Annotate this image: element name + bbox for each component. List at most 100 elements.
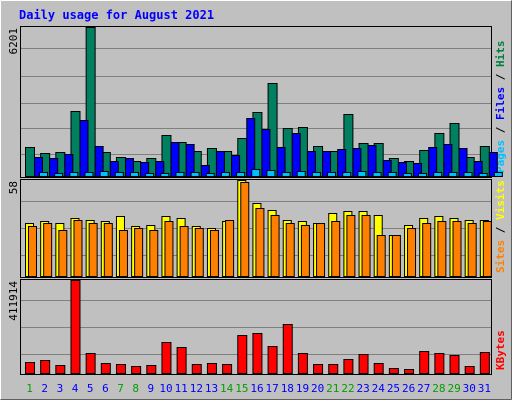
bar-pages-13 xyxy=(220,172,230,177)
bar-sites-16 xyxy=(255,208,265,277)
panel-legend: KBytes xyxy=(494,330,507,370)
day-label-14: 14 xyxy=(220,382,234,395)
bar-files-9 xyxy=(155,161,165,177)
bar-kbytes-16 xyxy=(252,333,263,374)
day-label-27: 27 xyxy=(417,382,430,395)
bar-kbytes-15 xyxy=(237,335,248,374)
bar-kbytes-5 xyxy=(85,353,96,374)
bar-sites-26 xyxy=(407,228,417,277)
bar-sites-27 xyxy=(422,223,432,277)
bar-kbytes-6 xyxy=(100,363,111,374)
bar-pages-15 xyxy=(251,169,261,177)
bar-kbytes-8 xyxy=(131,366,142,374)
bar-sites-2 xyxy=(43,223,53,277)
bar-sites-11 xyxy=(179,226,189,277)
panel-max-label: 58 xyxy=(7,181,20,194)
day-label-11: 11 xyxy=(175,382,188,395)
panel-max-label: 411914 xyxy=(7,281,20,321)
bar-sites-17 xyxy=(270,215,280,277)
bar-files-18 xyxy=(291,133,301,177)
bar-sites-18 xyxy=(285,223,295,277)
bar-pages-16 xyxy=(266,170,276,177)
bar-sites-4 xyxy=(73,220,83,277)
bar-files-22 xyxy=(352,148,362,177)
bar-sites-14 xyxy=(225,220,235,277)
bar-pages-31 xyxy=(493,172,503,177)
bar-sites-5 xyxy=(88,223,98,277)
bar-kbytes-20 xyxy=(313,364,324,374)
bar-sites-15 xyxy=(240,182,250,277)
legend-entry: Sites xyxy=(494,240,507,273)
bar-files-28 xyxy=(443,144,453,177)
series-files xyxy=(34,118,498,177)
bar-pages-5 xyxy=(99,171,109,177)
x-axis-labels: 1 2 3 4 5 6 7 8 9 10 11 12 13 14 15 16 17 18 19 20 21 22 23 24 2… xyxy=(26,382,491,395)
bar-pages-28 xyxy=(448,172,458,177)
bar-files-16 xyxy=(261,129,271,177)
day-label-26: 26 xyxy=(402,382,415,395)
bar-files-19 xyxy=(306,151,316,177)
day-label-4: 4 xyxy=(72,382,79,395)
bar-files-23 xyxy=(367,145,377,177)
bar-kbytes-4 xyxy=(70,280,81,374)
bar-sites-23 xyxy=(361,215,371,277)
day-label-30: 30 xyxy=(463,382,476,395)
bar-pages-6 xyxy=(114,172,124,177)
bar-sites-3 xyxy=(58,230,68,277)
bar-pages-8 xyxy=(145,173,155,177)
day-label-17: 17 xyxy=(266,382,279,395)
bar-pages-27 xyxy=(433,172,443,177)
day-label-24: 24 xyxy=(372,382,386,395)
bar-kbytes-23 xyxy=(358,354,369,374)
bar-kbytes-11 xyxy=(176,347,187,374)
bar-sites-6 xyxy=(103,223,113,277)
legend-entry: Files xyxy=(494,87,507,120)
bar-sites-9 xyxy=(149,230,159,277)
bar-kbytes-10 xyxy=(161,342,172,374)
bar-files-21 xyxy=(337,149,347,177)
panel-visits-sites: 58 Sites / Visits xyxy=(7,179,507,278)
panel-max-label: 6201 xyxy=(7,28,20,55)
bar-pages-12 xyxy=(205,173,215,177)
bar-sites-8 xyxy=(134,228,144,277)
bar-pages-1 xyxy=(39,172,48,177)
bar-files-27 xyxy=(428,147,438,177)
bar-files-3 xyxy=(64,154,74,177)
bar-files-26 xyxy=(413,163,423,177)
bar-files-8 xyxy=(140,162,150,177)
bar-sites-22 xyxy=(346,215,356,277)
panel-legend: Sites / Visits xyxy=(494,180,507,273)
bar-files-4 xyxy=(79,120,89,177)
bar-kbytes-14 xyxy=(222,364,233,374)
bar-pages-9 xyxy=(160,173,170,177)
bar-pages-26 xyxy=(418,173,428,177)
bar-pages-7 xyxy=(129,172,139,177)
bar-kbytes-25 xyxy=(388,368,399,374)
day-label-16: 16 xyxy=(250,382,263,395)
day-label-9: 9 xyxy=(148,382,155,395)
legend-entry: Hits xyxy=(494,41,507,68)
day-label-31: 31 xyxy=(478,382,491,395)
bar-files-15 xyxy=(246,118,256,177)
bar-files-6 xyxy=(109,161,119,177)
bar-kbytes-29 xyxy=(449,355,460,374)
bar-sites-25 xyxy=(391,235,401,277)
day-label-25: 25 xyxy=(387,382,400,395)
bar-kbytes-1 xyxy=(25,362,35,374)
bar-kbytes-19 xyxy=(297,353,308,374)
bar-files-13 xyxy=(215,151,225,177)
day-label-7: 7 xyxy=(117,382,124,395)
bar-files-30 xyxy=(473,161,483,177)
day-label-12: 12 xyxy=(190,382,203,395)
series-pages xyxy=(39,169,503,177)
bar-files-25 xyxy=(397,162,407,177)
bar-kbytes-22 xyxy=(343,359,354,374)
bar-kbytes-12 xyxy=(191,364,202,374)
bar-pages-14 xyxy=(236,172,246,177)
bar-sites-13 xyxy=(209,230,219,277)
bar-kbytes-3 xyxy=(55,365,66,374)
legend-entry: KBytes xyxy=(494,330,507,370)
bar-hits-1 xyxy=(25,147,35,177)
